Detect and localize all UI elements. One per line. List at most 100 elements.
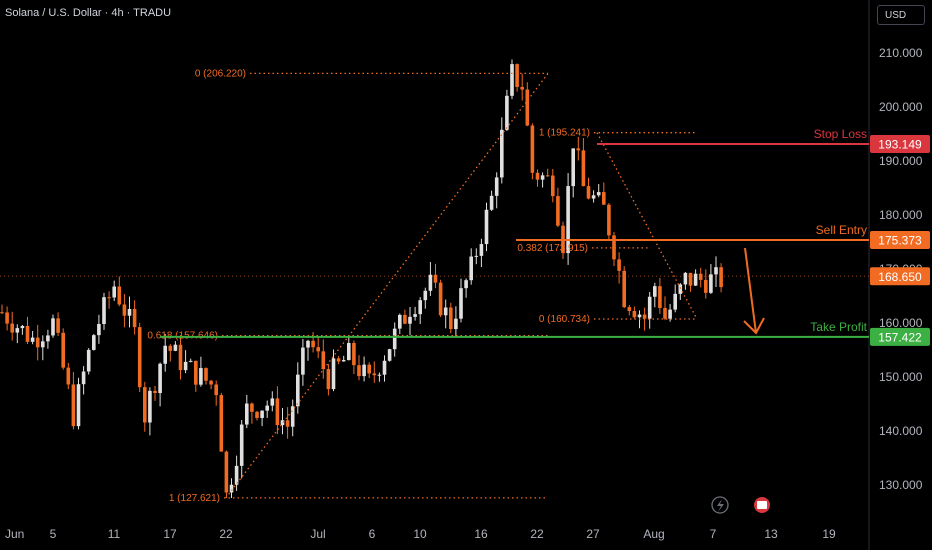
time-tick-label: 11 xyxy=(108,527,121,541)
price-tick-label: 150.000 xyxy=(879,370,923,384)
candle-body xyxy=(673,293,677,310)
candle-body xyxy=(97,324,101,336)
time-tick-label: Aug xyxy=(643,527,664,541)
candle-body xyxy=(408,316,412,324)
candle-body xyxy=(153,390,157,394)
candle-body xyxy=(229,484,234,493)
candle-body xyxy=(398,314,402,329)
candle-body xyxy=(316,347,320,352)
candle-body xyxy=(204,368,208,381)
candle-body xyxy=(474,255,479,257)
price-tick-label: 140.000 xyxy=(879,424,923,438)
candle-body xyxy=(61,332,65,368)
candle-body xyxy=(443,307,448,316)
price-tick-label: 160.000 xyxy=(879,316,923,330)
candle-body xyxy=(428,274,433,291)
time-tick-label: 19 xyxy=(822,527,836,541)
candle-body xyxy=(5,312,9,324)
candle-body xyxy=(678,284,683,294)
candle-body xyxy=(510,64,514,96)
candle-body xyxy=(357,365,361,377)
candle-body xyxy=(530,125,535,173)
time-tick-label: 22 xyxy=(219,527,233,541)
candle-body xyxy=(607,204,611,236)
candle-body xyxy=(515,64,519,87)
candle-body xyxy=(586,186,591,199)
candle-body xyxy=(163,345,167,364)
candle-body xyxy=(41,341,45,348)
candle-body xyxy=(107,297,111,299)
candle-body xyxy=(148,390,152,423)
candle-body xyxy=(602,192,606,205)
fib-trend-line xyxy=(596,132,698,320)
candle-body xyxy=(520,86,524,90)
candle-body xyxy=(122,304,127,316)
candle-body xyxy=(545,175,550,177)
candle-body xyxy=(86,349,91,372)
candle-body xyxy=(35,337,40,348)
candle-body xyxy=(311,340,315,348)
candle-body xyxy=(484,209,489,245)
candle-body xyxy=(551,175,555,197)
candle-body xyxy=(571,148,575,187)
candle-body xyxy=(219,395,224,452)
candle-body xyxy=(617,259,621,271)
fib-level-label: 0 (206.220) xyxy=(195,68,246,79)
take-profit-label: Take Profit xyxy=(810,320,867,334)
candle-body xyxy=(423,290,428,301)
candle-body xyxy=(275,398,280,426)
sell-entry-price-tag xyxy=(870,230,930,249)
candle-body xyxy=(301,347,305,375)
currency-button[interactable]: USD xyxy=(877,5,925,25)
candle-body xyxy=(647,296,652,319)
price-tick-label: 190.000 xyxy=(879,154,923,168)
candle-body xyxy=(112,286,116,298)
time-tick-label: 17 xyxy=(163,527,177,541)
time-tick-label: 27 xyxy=(586,527,600,541)
candle-body xyxy=(250,403,254,412)
candle-body xyxy=(387,349,392,361)
price-tick-label: 200.000 xyxy=(879,100,923,114)
current-price-tag xyxy=(870,267,930,286)
candle-body xyxy=(505,95,509,130)
candle-body xyxy=(525,89,530,126)
candle-body xyxy=(183,361,188,371)
candle-body xyxy=(612,235,616,260)
symbol-title: Solana / U.S. Dollar · 4h · TRADU xyxy=(5,7,172,19)
candle-body xyxy=(377,374,382,376)
candle-body xyxy=(245,403,249,425)
candle-body xyxy=(704,279,708,293)
candle-body xyxy=(403,314,407,324)
candle-body xyxy=(296,374,300,407)
candle-body xyxy=(102,297,106,325)
candle-body xyxy=(438,282,443,316)
lightning-icon[interactable] xyxy=(711,496,729,514)
candle-body xyxy=(168,345,173,351)
candle-body xyxy=(464,280,468,289)
time-tick-label: 7 xyxy=(710,527,717,541)
candle-body xyxy=(173,344,178,351)
candle-body xyxy=(413,314,417,317)
candle-body xyxy=(239,424,244,466)
time-tick-label: Jun xyxy=(5,527,24,541)
candle-body xyxy=(668,309,672,319)
candle-body xyxy=(306,340,310,348)
candle-body xyxy=(714,267,718,275)
candle-body xyxy=(449,307,453,330)
candle-body xyxy=(331,358,336,390)
projection-arrowhead-icon xyxy=(743,317,765,335)
candle-body xyxy=(265,405,269,411)
candle-body xyxy=(454,318,458,330)
stop-loss-price-value: 193.149 xyxy=(878,137,922,151)
time-tick-label: 22 xyxy=(530,527,544,541)
candle-body xyxy=(627,307,632,312)
candle-body xyxy=(234,465,239,485)
time-tick-label: 13 xyxy=(764,527,778,541)
candle-body xyxy=(260,410,264,418)
candle-body xyxy=(71,384,76,427)
candle-body xyxy=(494,177,499,196)
candle-body xyxy=(479,244,484,256)
candle-body xyxy=(20,325,25,329)
candle-body xyxy=(719,267,723,288)
